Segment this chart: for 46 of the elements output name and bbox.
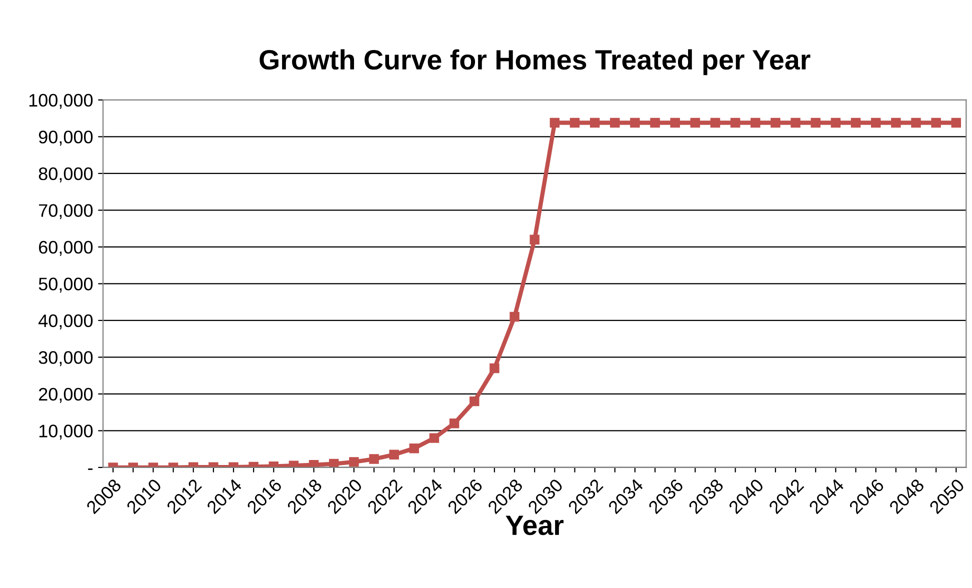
y-tick-label: 10,000	[39, 424, 93, 440]
point	[650, 118, 660, 128]
point	[490, 363, 500, 374]
point	[790, 118, 800, 128]
y-tick-label: 30,000	[38, 351, 93, 366]
point	[308, 460, 319, 468]
point	[870, 118, 881, 128]
y-tick-label: 90,000	[38, 130, 93, 146]
point	[710, 118, 720, 128]
point	[931, 118, 941, 128]
x-axis-title: Year	[506, 516, 564, 536]
point	[810, 118, 820, 128]
point	[951, 118, 961, 128]
point	[730, 118, 740, 128]
y-tick-label: 70,000	[39, 204, 93, 220]
point	[409, 443, 420, 454]
point	[690, 118, 700, 128]
point	[389, 450, 399, 460]
point	[850, 118, 861, 128]
point	[590, 118, 600, 128]
point	[770, 118, 780, 128]
point	[510, 312, 520, 322]
y-tick-label: 60,000	[39, 240, 93, 256]
point	[369, 454, 379, 464]
y-tick-label: 20,000	[39, 388, 93, 403]
y-tick-label: -	[88, 468, 93, 470]
point	[750, 118, 760, 128]
y-tick-label: 80,000	[38, 167, 93, 182]
point	[570, 118, 580, 128]
point	[449, 418, 460, 428]
y-tick-label: 50,000	[38, 278, 93, 293]
y-tick-label: 40,000	[38, 314, 93, 330]
point	[891, 118, 901, 128]
point	[530, 234, 540, 244]
chart-title: Growth Curve for Homes Treated per Year	[260, 49, 810, 76]
point	[670, 118, 680, 128]
point	[429, 433, 440, 443]
point	[470, 396, 480, 406]
point	[630, 118, 640, 128]
point	[610, 118, 620, 128]
point	[830, 118, 841, 128]
point	[911, 118, 921, 128]
point	[550, 118, 560, 128]
point	[349, 457, 359, 467]
point	[329, 458, 339, 468]
y-tick-label: 100,000	[29, 94, 93, 109]
